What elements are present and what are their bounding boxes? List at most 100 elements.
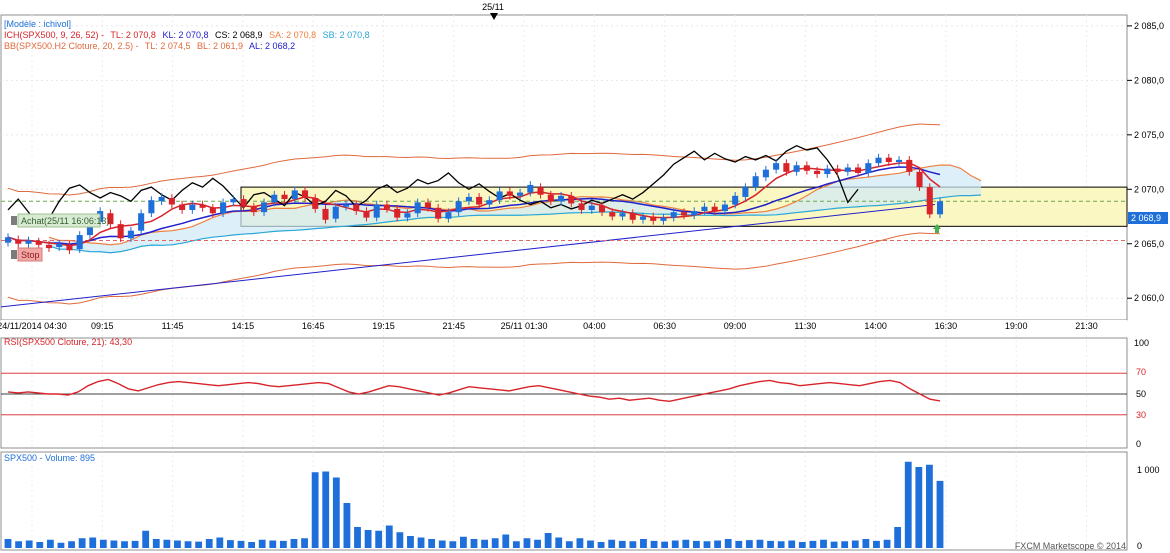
bb-legend: BB(SPX500.H2 Cloture, 20, 2.5) - TL: 2 0… <box>4 41 295 51</box>
time-tick-label: 21:45 <box>443 321 466 331</box>
buy-order-label[interactable]: Achat(25/11 16:06:13) <box>21 216 109 226</box>
volume-bar <box>4 539 12 548</box>
candle-body <box>783 163 790 172</box>
candle-body <box>926 187 933 215</box>
candle-body <box>752 176 759 188</box>
volume-bar <box>502 534 510 548</box>
volume-bar <box>343 503 351 548</box>
candle-body <box>301 190 309 198</box>
volume-bar <box>820 539 827 548</box>
candle-body <box>824 168 831 175</box>
volume-bar <box>407 536 414 548</box>
chikou-span <box>7 144 859 228</box>
volume-bar <box>57 542 65 548</box>
candle-body <box>220 202 227 214</box>
candle-body <box>322 208 329 220</box>
volume-bar <box>110 540 118 548</box>
candle-body <box>189 204 196 210</box>
volume-bar <box>216 537 224 548</box>
volume-bar <box>671 540 679 548</box>
volume-bar <box>629 541 637 548</box>
candle-body <box>435 207 442 219</box>
candle-body <box>127 230 134 239</box>
volume-bar <box>396 532 404 548</box>
price-tick-label: 2 075,0 <box>1134 130 1164 140</box>
price-tick-label: 2 080,0 <box>1134 75 1164 85</box>
candle-body <box>168 198 175 205</box>
volume-bar <box>767 540 774 548</box>
volume-bar <box>269 540 277 548</box>
rsi-panel[interactable] <box>0 337 1128 449</box>
volume-bar <box>332 477 340 548</box>
senkou-span-b <box>48 194 982 254</box>
rsi-axis-50: 50 <box>1136 389 1146 399</box>
price-tick-label: 2 070,0 <box>1134 184 1164 194</box>
volume-bar <box>862 539 870 548</box>
candle-body <box>148 200 155 214</box>
volume-bar <box>301 538 308 548</box>
volume-bar <box>735 540 743 548</box>
candle-body <box>209 207 216 214</box>
volume-bar <box>661 541 669 548</box>
candle-body <box>691 211 698 216</box>
candle-body <box>916 171 923 188</box>
candle-body <box>742 187 749 197</box>
buy-order-handle[interactable] <box>11 216 17 225</box>
volume-bar <box>904 461 912 548</box>
volume-bar <box>99 539 107 548</box>
volume-bar <box>809 540 817 548</box>
candle-body <box>4 237 12 243</box>
volume-bar <box>89 537 97 548</box>
candle-body <box>875 157 882 164</box>
candle-body <box>230 199 237 203</box>
volume-bar <box>152 539 160 548</box>
candle-body <box>250 206 257 213</box>
volume-bar <box>121 541 128 548</box>
candle-body <box>117 224 124 239</box>
candle-body <box>803 165 810 171</box>
candle-body <box>844 167 851 172</box>
candle-body <box>670 212 677 218</box>
time-tick-label: 25/11 01:30 <box>501 321 548 331</box>
volume-bar <box>68 541 75 548</box>
time-tick-label: 09:00 <box>724 321 747 331</box>
time-tick-label: 11:30 <box>794 321 816 331</box>
candle-body <box>721 204 728 212</box>
candle-body <box>701 206 708 212</box>
stop-order-label[interactable]: Stop <box>21 250 40 260</box>
candle-body <box>895 159 903 163</box>
stop-order-tag[interactable] <box>17 247 43 262</box>
candle-body <box>537 187 544 195</box>
candle-body <box>517 192 524 196</box>
axis-labels: 2 085,0 2 080,0 2 075,0 2 070,0 2 065,0 2 060… <box>0 21 1164 331</box>
price-tick-label: 2 060,0 <box>1134 293 1164 303</box>
volume-bar <box>565 541 573 548</box>
candle-body <box>834 168 841 172</box>
volume-bar <box>417 537 425 548</box>
volume-bar <box>248 542 255 548</box>
time-tick-label: 11:45 <box>162 321 184 331</box>
candle-body <box>66 244 73 251</box>
volume-bar <box>385 525 393 548</box>
volume-bar <box>640 539 647 548</box>
buy-order-tag[interactable] <box>17 213 101 228</box>
candle-body <box>342 204 350 207</box>
candle-body <box>588 205 595 210</box>
time-tick-label: 19:00 <box>1005 321 1028 331</box>
volume-panel[interactable] <box>0 451 1128 551</box>
volume-bar <box>608 539 616 548</box>
volume-bar <box>36 542 44 548</box>
candle-body <box>506 191 513 196</box>
volume-bar <box>936 480 944 548</box>
candle-body <box>138 213 145 231</box>
volume-bar <box>703 541 711 548</box>
ichimoku-layer <box>0 123 1128 308</box>
candle-body <box>650 216 657 221</box>
price-axis <box>1128 15 1169 320</box>
stop-order-handle[interactable] <box>11 250 17 259</box>
time-tick-label: 14:15 <box>232 321 255 331</box>
volume-bar <box>597 542 605 548</box>
volume-bar <box>375 530 383 548</box>
volume-bar <box>174 540 181 548</box>
